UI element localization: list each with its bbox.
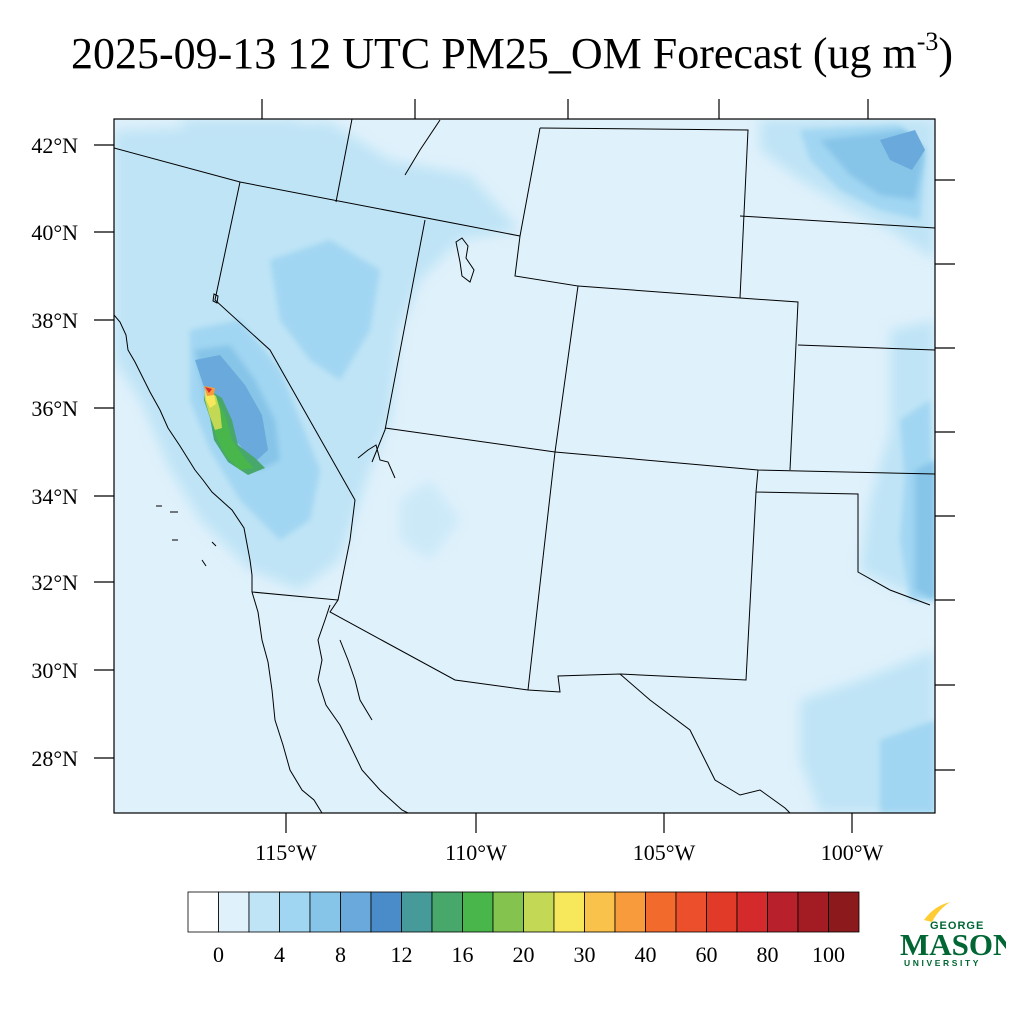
colorbar-label: 20 [513,942,535,967]
lon-label: 115°W [255,840,317,865]
lon-label: 105°W [633,840,696,865]
colorbar-swatch [370,891,402,933]
colorbar-swatch [645,891,677,933]
colorbar-label: 40 [635,942,657,967]
logo-george: GEORGE [930,920,984,932]
colorbar-swatch [553,891,585,933]
field-level-16 [195,130,925,462]
map-frame [113,118,936,814]
pacific-coastline [114,314,253,592]
colorbar-label: 12 [391,942,413,967]
colorbar-swatch [431,891,463,933]
state-border-ok-tx [755,469,931,606]
colorbar-swatch [584,891,616,933]
george-mason-university-logo: GEORGE MASON UNIVERSITY [900,902,1006,968]
colorbar-label: 60 [696,942,718,967]
state-border-co-ks [577,285,799,471]
colorbar-swatch [675,891,707,933]
great-salt-lake [455,237,475,283]
colorbar-label: 30 [574,942,596,967]
gulf-coastline [317,604,409,813]
lat-label: 42°N [31,133,78,158]
state-border-az-ca [337,499,356,601]
axis-ticks [94,99,955,833]
state-border-or-ca-nv [114,127,541,237]
lat-label: 34°N [31,484,78,509]
colorbar: 0 4 8 12 16 20 30 40 60 80 100 [187,891,860,967]
baja-coastline [251,591,323,813]
colorbar-label: 100 [812,942,845,967]
colorbar-label: 8 [335,942,346,967]
lon-label: 100°W [821,840,884,865]
state-border-ca-nv [214,181,356,501]
lat-label: 36°N [31,396,78,421]
state-border-nv-ut [371,219,426,463]
state-border-nm-tx [619,491,757,681]
colorbar-swatch [828,891,860,933]
concentration-field [114,119,935,813]
lat-label: 38°N [31,308,78,333]
state-border-ut-wy [539,127,749,299]
colorbar-label: 0 [213,942,224,967]
map-title: 2025-09-13 12 UTC PM25_OM Forecast (ug m… [0,26,1024,82]
state-border-ut-co [514,235,579,453]
colorbar-swatch [767,891,799,933]
lake-tahoe [212,293,219,304]
lon-label: 110°W [445,840,507,865]
colorbar-label: 16 [452,942,474,967]
colorbar-swatch [187,891,219,933]
fire-plume [204,386,265,475]
state-border-ne-ks [797,344,935,351]
logo-swoosh [924,902,950,922]
lat-label: 28°N [31,746,78,771]
latitude-labels: 42°N 40°N 38°N 36°N 34°N 32°N 30°N 28°N [31,133,78,771]
colorbar-swatch [462,891,494,933]
colorbar-swatch [279,891,311,933]
colorbar-swatch [218,891,250,933]
colorbar-swatch [309,891,341,933]
lat-label: 40°N [31,220,78,245]
colorbar-label: 4 [274,942,285,967]
colorbar-label: 80 [757,942,779,967]
state-border-four-corners [384,427,935,475]
colorbar-swatch [706,891,738,933]
logo-mason: MASON [900,927,1006,962]
lat-label: 32°N [31,570,78,595]
state-border-wy-ne [739,215,935,229]
colorbar-swatch [248,891,280,933]
border-us-mexico [251,591,791,813]
lat-label: 30°N [31,658,78,683]
title-main: 2025-09-13 12 UTC PM25_OM Forecast (ug m [70,29,917,78]
longitude-labels: 115°W 110°W 105°W 100°W [255,840,883,865]
boundaries [114,119,935,813]
colorbar-swatch [340,891,372,933]
colorbar-swatch [614,891,646,933]
title-exponent: -3 [916,27,939,56]
state-border-az-nm [527,451,556,691]
colorbar-swatch [401,891,433,933]
colorbar-swatch [492,891,524,933]
title-close: ) [938,29,954,78]
colorbar-swatch [523,891,555,933]
logo-university: UNIVERSITY [904,958,981,968]
state-border-id-mt [335,119,353,203]
colorbar-swatch [797,891,829,933]
colorbar-swatch [736,891,768,933]
